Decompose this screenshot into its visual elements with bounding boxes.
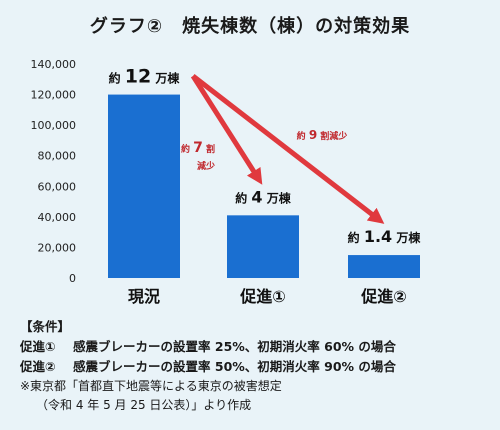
- y-tick-label: 20,000: [38, 241, 77, 254]
- data-label: 約 12 万棟: [109, 66, 181, 88]
- condition-line-1: 促進① 感震ブレーカーの設置率 25%、初期消火率 60% の場合: [20, 337, 490, 357]
- bar: [227, 215, 299, 278]
- condition-2-label: 促進②: [20, 359, 56, 374]
- y-tick-label: 140,000: [31, 58, 77, 71]
- reduction-arrow: [191, 74, 385, 224]
- condition-2-text: 感震ブレーカーの設置率 50%、初期消火率 90% の場合: [73, 359, 396, 374]
- bar: [348, 255, 420, 278]
- category-label: 促進②: [360, 287, 407, 306]
- y-tick-label: 120,000: [31, 89, 77, 102]
- y-tick-label: 80,000: [38, 150, 77, 163]
- data-label: 約 4 万棟: [235, 187, 292, 206]
- y-tick-label: 0: [69, 272, 76, 285]
- conditions-header: 【条件】: [20, 319, 71, 334]
- condition-1-label: 促進①: [20, 339, 56, 354]
- chart-title: グラフ② 焼失棟数（棟）の対策効果: [89, 16, 411, 37]
- data-label: 約 1.4 万棟: [348, 227, 422, 246]
- bar-chart: 0 20,000 40,000 60,000 80,000 100,000 120,000 1…: [31, 58, 422, 306]
- arrow-label: 約 7 割: [181, 140, 215, 156]
- source-note-1: ※東京都「首都直下地震等による東京の被害想定: [20, 379, 282, 393]
- arrow-label: 約 9 割減少: [297, 128, 348, 142]
- category-label: 促進①: [239, 287, 286, 306]
- bar: [108, 94, 180, 278]
- reduction-arrow: [190, 74, 263, 185]
- conditions-notes: 【条件】 促進① 感震ブレーカーの設置率 25%、初期消火率 60% の場合 促…: [20, 317, 490, 415]
- y-tick-label: 100,000: [31, 119, 77, 132]
- category-label: 現況: [128, 287, 160, 306]
- condition-1-text: 感震ブレーカーの設置率 25%、初期消火率 60% の場合: [73, 339, 396, 354]
- y-tick-label: 40,000: [38, 211, 77, 224]
- y-tick-label: 60,000: [38, 180, 77, 193]
- condition-line-2: 促進② 感震ブレーカーの設置率 50%、初期消火率 90% の場合: [20, 357, 490, 377]
- arrow-label: 減少: [197, 160, 215, 172]
- source-note-2: （令和 4 年 5 月 25 日公表）」より作成: [36, 398, 252, 412]
